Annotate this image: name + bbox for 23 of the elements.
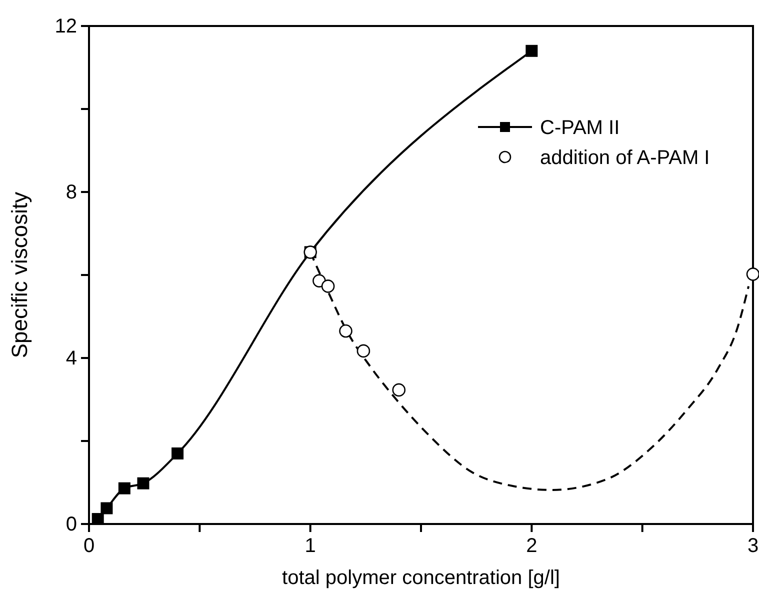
x-axis-title: total polymer concentration [g/l]: [282, 567, 560, 589]
point: [392, 383, 406, 397]
y-tick-label: 0: [66, 513, 77, 536]
x-tick-label: 3: [747, 535, 759, 558]
point: [92, 513, 104, 526]
point: [100, 502, 113, 514]
legend-label: C-PAM II: [540, 117, 620, 139]
x-tick-label: 2: [526, 535, 538, 558]
point: [746, 268, 759, 281]
point: [526, 44, 538, 57]
point: [137, 477, 150, 490]
point: [339, 324, 352, 338]
point: [356, 344, 370, 358]
y-axis-title: Specific viscosity: [7, 192, 32, 358]
y-tick-label: 4: [66, 347, 77, 370]
point: [321, 280, 335, 293]
y-tick-label: 12: [54, 15, 77, 38]
x-tick-label: 1: [304, 535, 316, 558]
y-tick-label: 8: [66, 181, 77, 204]
point: [118, 482, 130, 494]
legend-label: addition of A-PAM I: [540, 147, 710, 169]
x-tick-label: 0: [83, 535, 95, 558]
point: [172, 447, 184, 460]
